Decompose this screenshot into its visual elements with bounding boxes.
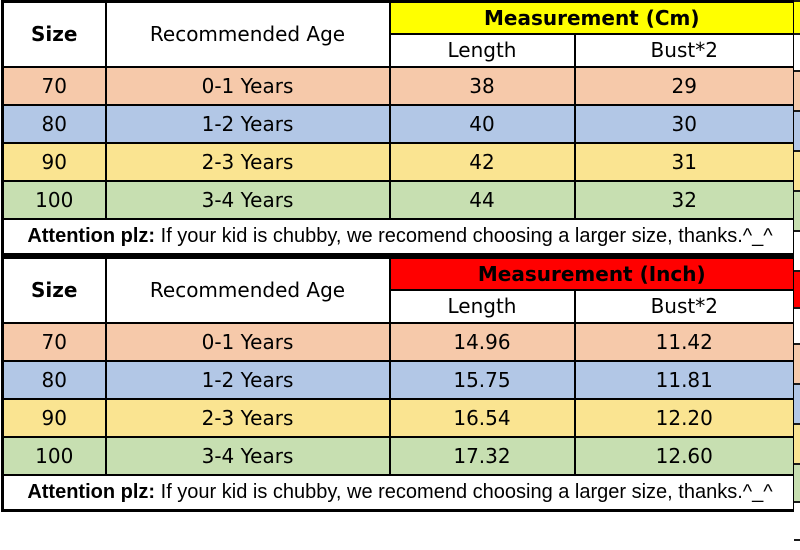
strip-segment [794, 503, 800, 541]
length-cell: 44 [388, 179, 576, 220]
attention-note: Attention plz: If your kid is chubby, we… [1, 217, 796, 256]
cm-table-row-90: 90 2-3 Years 42 31 [1, 141, 796, 182]
cm-table-row-100: 100 3-4 Years 44 32 [1, 179, 796, 220]
age-cell: 2-3 Years [104, 397, 391, 438]
inch-size-table: Size Recommended Age Measurement (Inch) … [1, 256, 797, 512]
size-cell: 80 [1, 359, 107, 400]
age-cell: 0-1 Years [104, 321, 391, 362]
length-cell: 17.32 [388, 435, 576, 476]
inch-measurement-header-cell: Measurement (Inch) [388, 256, 796, 291]
attention-note-prefix: Attention plz: [27, 224, 156, 247]
inch-table-row-80: 80 1-2 Years 15.75 11.81 [1, 359, 796, 400]
bust-cell: 11.42 [573, 321, 796, 362]
attention-note-text: If your kid is chubby, we recomend choos… [155, 480, 773, 503]
strip-segment [794, 272, 800, 309]
length-cell: 38 [388, 65, 576, 106]
inch-attention-row: Attention plz: If your kid is chubby, we… [1, 473, 796, 512]
cm-header-row-2: Length Bust*2 [3, 32, 796, 68]
size-cell: 90 [1, 141, 107, 182]
length-cell: 14.96 [388, 321, 576, 362]
cm-header-row-1: Size Recommended Age Measurement (Cm) [1, 0, 796, 68]
attention-note-text: If your kid is chubby, we recomend choos… [155, 224, 773, 247]
age-cell: 2-3 Years [104, 141, 391, 182]
bust-cell: 31 [573, 141, 796, 182]
size-chart-tables: Size Recommended Age Measurement (Cm) Le… [1, 0, 797, 512]
inch-header-row-2: Length Bust*2 [3, 288, 796, 324]
length-cell: 15.75 [388, 359, 576, 400]
strip-segment [794, 385, 800, 425]
strip-segment [794, 425, 800, 465]
inch-age-header-cell: Recommended Age [104, 256, 391, 324]
age-cell: 0-1 Years [104, 65, 391, 106]
attention-note: Attention plz: If your kid is chubby, we… [1, 473, 796, 512]
strip-segment [794, 232, 800, 272]
strip-segment [794, 309, 800, 345]
cm-measurement-header-cell: Measurement (Cm) [388, 0, 796, 35]
length-cell: 40 [388, 103, 576, 144]
cm-age-header-cell: Recommended Age [104, 0, 391, 68]
cm-size-table: Size Recommended Age Measurement (Cm) Le… [1, 0, 796, 256]
length-cell: 16.54 [388, 397, 576, 438]
size-cell: 100 [1, 179, 107, 220]
strip-segment [794, 465, 800, 503]
bust-cell: 11.81 [573, 359, 796, 400]
inch-length-header-cell: Length [388, 288, 576, 324]
strip-segment [794, 72, 800, 112]
age-cell: 3-4 Years [104, 179, 391, 220]
bust-cell: 30 [573, 103, 796, 144]
strip-segment [794, 35, 800, 72]
inch-table-row-100: 100 3-4 Years 17.32 12.60 [1, 435, 796, 476]
attention-note-prefix: Attention plz: [27, 480, 156, 503]
cm-bust-header-cell: Bust*2 [573, 32, 796, 68]
size-cell: 90 [1, 397, 107, 438]
cropped-adjacent-column-strip [794, 0, 800, 541]
bust-cell: 12.20 [573, 397, 796, 438]
inch-header-row-1: Size Recommended Age Measurement (Inch) [1, 256, 796, 324]
cm-length-header-cell: Length [388, 32, 576, 68]
size-cell: 100 [1, 435, 107, 476]
strip-segment [794, 192, 800, 232]
size-cell: 80 [1, 103, 107, 144]
age-cell: 1-2 Years [104, 359, 391, 400]
cm-size-header-cell: Size [1, 0, 107, 68]
age-cell: 1-2 Years [104, 103, 391, 144]
length-cell: 42 [388, 141, 576, 182]
bust-cell: 32 [573, 179, 796, 220]
bust-cell: 12.60 [573, 435, 796, 476]
strip-segment [794, 112, 800, 152]
inch-size-header-cell: Size [1, 256, 107, 324]
cm-table-row-80: 80 1-2 Years 40 30 [1, 103, 796, 144]
strip-segment [794, 0, 800, 35]
strip-segment [794, 152, 800, 192]
size-cell: 70 [1, 321, 107, 362]
strip-segment [794, 345, 800, 385]
size-cell: 70 [1, 65, 107, 106]
inch-table-row-70: 70 0-1 Years 14.96 11.42 [1, 321, 796, 362]
inch-table-row-90: 90 2-3 Years 16.54 12.20 [1, 397, 796, 438]
inch-bust-header-cell: Bust*2 [573, 288, 796, 324]
age-cell: 3-4 Years [104, 435, 391, 476]
bust-cell: 29 [573, 65, 796, 106]
cm-attention-row: Attention plz: If your kid is chubby, we… [1, 217, 796, 256]
cm-table-row-70: 70 0-1 Years 38 29 [1, 65, 796, 106]
